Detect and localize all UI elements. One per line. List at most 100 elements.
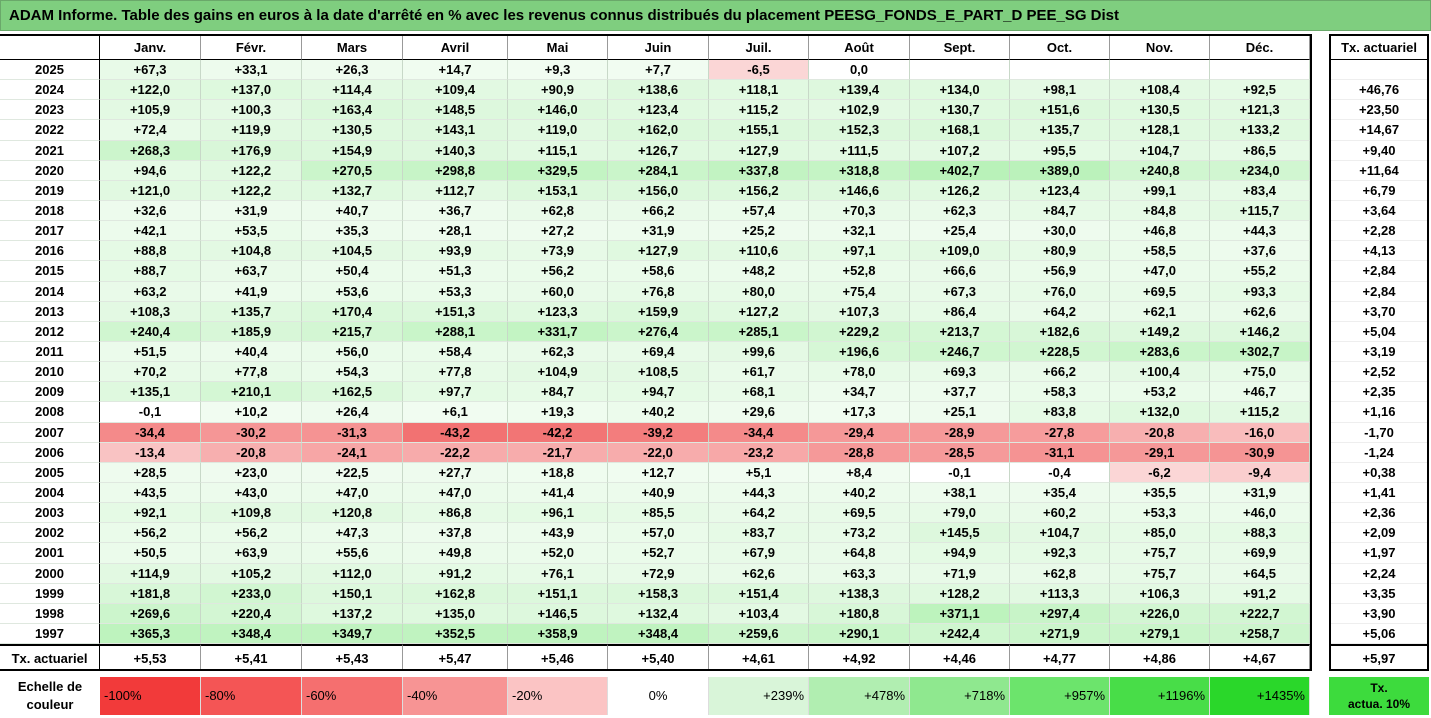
side-rate-cell: +2,09 [1331,523,1427,544]
year-label: 2002 [0,523,100,544]
legend-swatch: +239% [709,677,809,715]
gain-cell: +53,5 [201,221,302,242]
gain-cell: +104,5 [302,241,403,262]
gain-cell: +56,2 [201,523,302,544]
month-header: Janv. [100,36,201,60]
gain-cell: +233,0 [201,583,302,604]
gain-cell: +36,7 [403,200,508,222]
side-header: Tx. actuariel [1331,36,1427,60]
year-label: 2010 [0,362,100,383]
gain-cell: -6,5 [709,60,809,81]
legend-label-line2: couleur [26,697,74,712]
gain-cell: +53,3 [1110,503,1210,524]
gain-cell: +47,3 [302,523,403,544]
gain-cell: +146,5 [508,603,608,624]
gain-cell: +35,3 [302,221,403,242]
gain-cell: +337,8 [709,160,809,181]
gain-cell: +49,8 [403,543,508,564]
gain-cell: +61,7 [709,362,809,383]
gain-cell: +181,8 [100,583,201,604]
month-header: Juin [608,36,709,60]
gain-cell: +149,2 [1110,321,1210,342]
gain-cell: +35,5 [1110,482,1210,504]
gain-cell: +67,3 [100,60,201,81]
gain-cell: +80,0 [709,281,809,302]
gain-cell: +62,8 [1010,563,1110,584]
gain-cell: +132,7 [302,180,403,201]
gain-cell: +62,8 [508,200,608,222]
gain-cell: +46,7 [1210,382,1310,403]
gain-cell: +90,9 [508,80,608,101]
gain-cell: +58,3 [1010,382,1110,403]
gain-cell: +110,6 [709,241,809,262]
footer-rate-cell: +4,67 [1210,644,1310,670]
gain-cell: +389,0 [1010,160,1110,181]
legend-swatch: -80% [201,677,302,715]
footer-label: Tx. actuariel [0,644,100,670]
gain-cell: +46,8 [1110,221,1210,242]
side-rate-cell: +4,13 [1331,241,1427,262]
footer-rate-cell: +5,47 [403,644,508,670]
gain-cell: +25,2 [709,221,809,242]
gain-cell: +69,9 [1210,543,1310,564]
color-scale-legend: Echelle de couleur -100% -80% -60% -40% -20%… [0,677,1310,715]
gain-cell: +107,2 [910,140,1010,161]
gain-cell: +55,2 [1210,261,1310,282]
gain-cell: +71,9 [910,563,1010,584]
gain-cell: +162,0 [608,120,709,141]
gain-cell: +133,2 [1210,120,1310,141]
gain-cell: -0,1 [100,402,201,423]
gain-cell: -13,4 [100,442,201,463]
gain-cell: +402,7 [910,160,1010,181]
gain-cell: +57,4 [709,200,809,222]
footer-rate-cell: +4,77 [1010,644,1110,670]
gain-cell: +69,3 [910,362,1010,383]
year-label: 2020 [0,160,100,181]
gain-cell: +28,1 [403,221,508,242]
side-rate-cell: +0,38 [1331,463,1427,483]
gain-cell: +32,1 [809,221,910,242]
gain-cell: +50,4 [302,261,403,282]
gain-cell: +135,7 [201,301,302,322]
gain-cell: +329,5 [508,160,608,181]
gain-cell: +98,1 [1010,80,1110,101]
gain-cell: +58,5 [1110,241,1210,262]
gain-cell: +18,8 [508,462,608,483]
gain-cell: -22,2 [403,442,508,463]
gain-cell: +234,0 [1210,160,1310,181]
gain-cell: +64,5 [1210,563,1310,584]
year-label: 2023 [0,100,100,121]
gain-cell: +132,4 [608,603,709,624]
gain-cell: +42,1 [100,221,201,242]
gain-cell: +113,3 [1010,583,1110,604]
gain-cell: +119,0 [508,120,608,141]
month-header: Août [809,36,910,60]
gain-cell: +23,0 [201,462,302,483]
gain-cell: -30,2 [201,422,302,443]
side-rate-cell: -1,24 [1331,443,1427,463]
year-label: 2005 [0,462,100,483]
month-header: Févr. [201,36,302,60]
side-rate-cell: +9,40 [1331,141,1427,161]
gain-cell: +302,7 [1210,341,1310,363]
side-rate-cell: +3,70 [1331,302,1427,322]
gain-cell: -21,7 [508,442,608,463]
gain-cell: -39,2 [608,422,709,443]
gain-cell: +158,3 [608,583,709,604]
gain-cell: -27,8 [1010,422,1110,443]
gain-cell: +19,3 [508,402,608,423]
gain-cell: +213,7 [910,321,1010,342]
gain-cell [1010,60,1110,81]
gain-cell: +100,4 [1110,362,1210,383]
gain-cell: +222,7 [1210,603,1310,624]
gain-cell: +151,1 [508,583,608,604]
year-label: 2000 [0,563,100,584]
page-title: ADAM Informe. Table des gains en euros à… [0,0,1431,31]
year-label: 2016 [0,241,100,262]
gain-cell: +148,5 [403,100,508,121]
gain-cell: +132,0 [1110,402,1210,423]
gain-cell: +93,9 [403,241,508,262]
gain-cell: +170,4 [302,301,403,322]
gain-cell: +35,4 [1010,482,1110,504]
year-label: 2003 [0,503,100,524]
